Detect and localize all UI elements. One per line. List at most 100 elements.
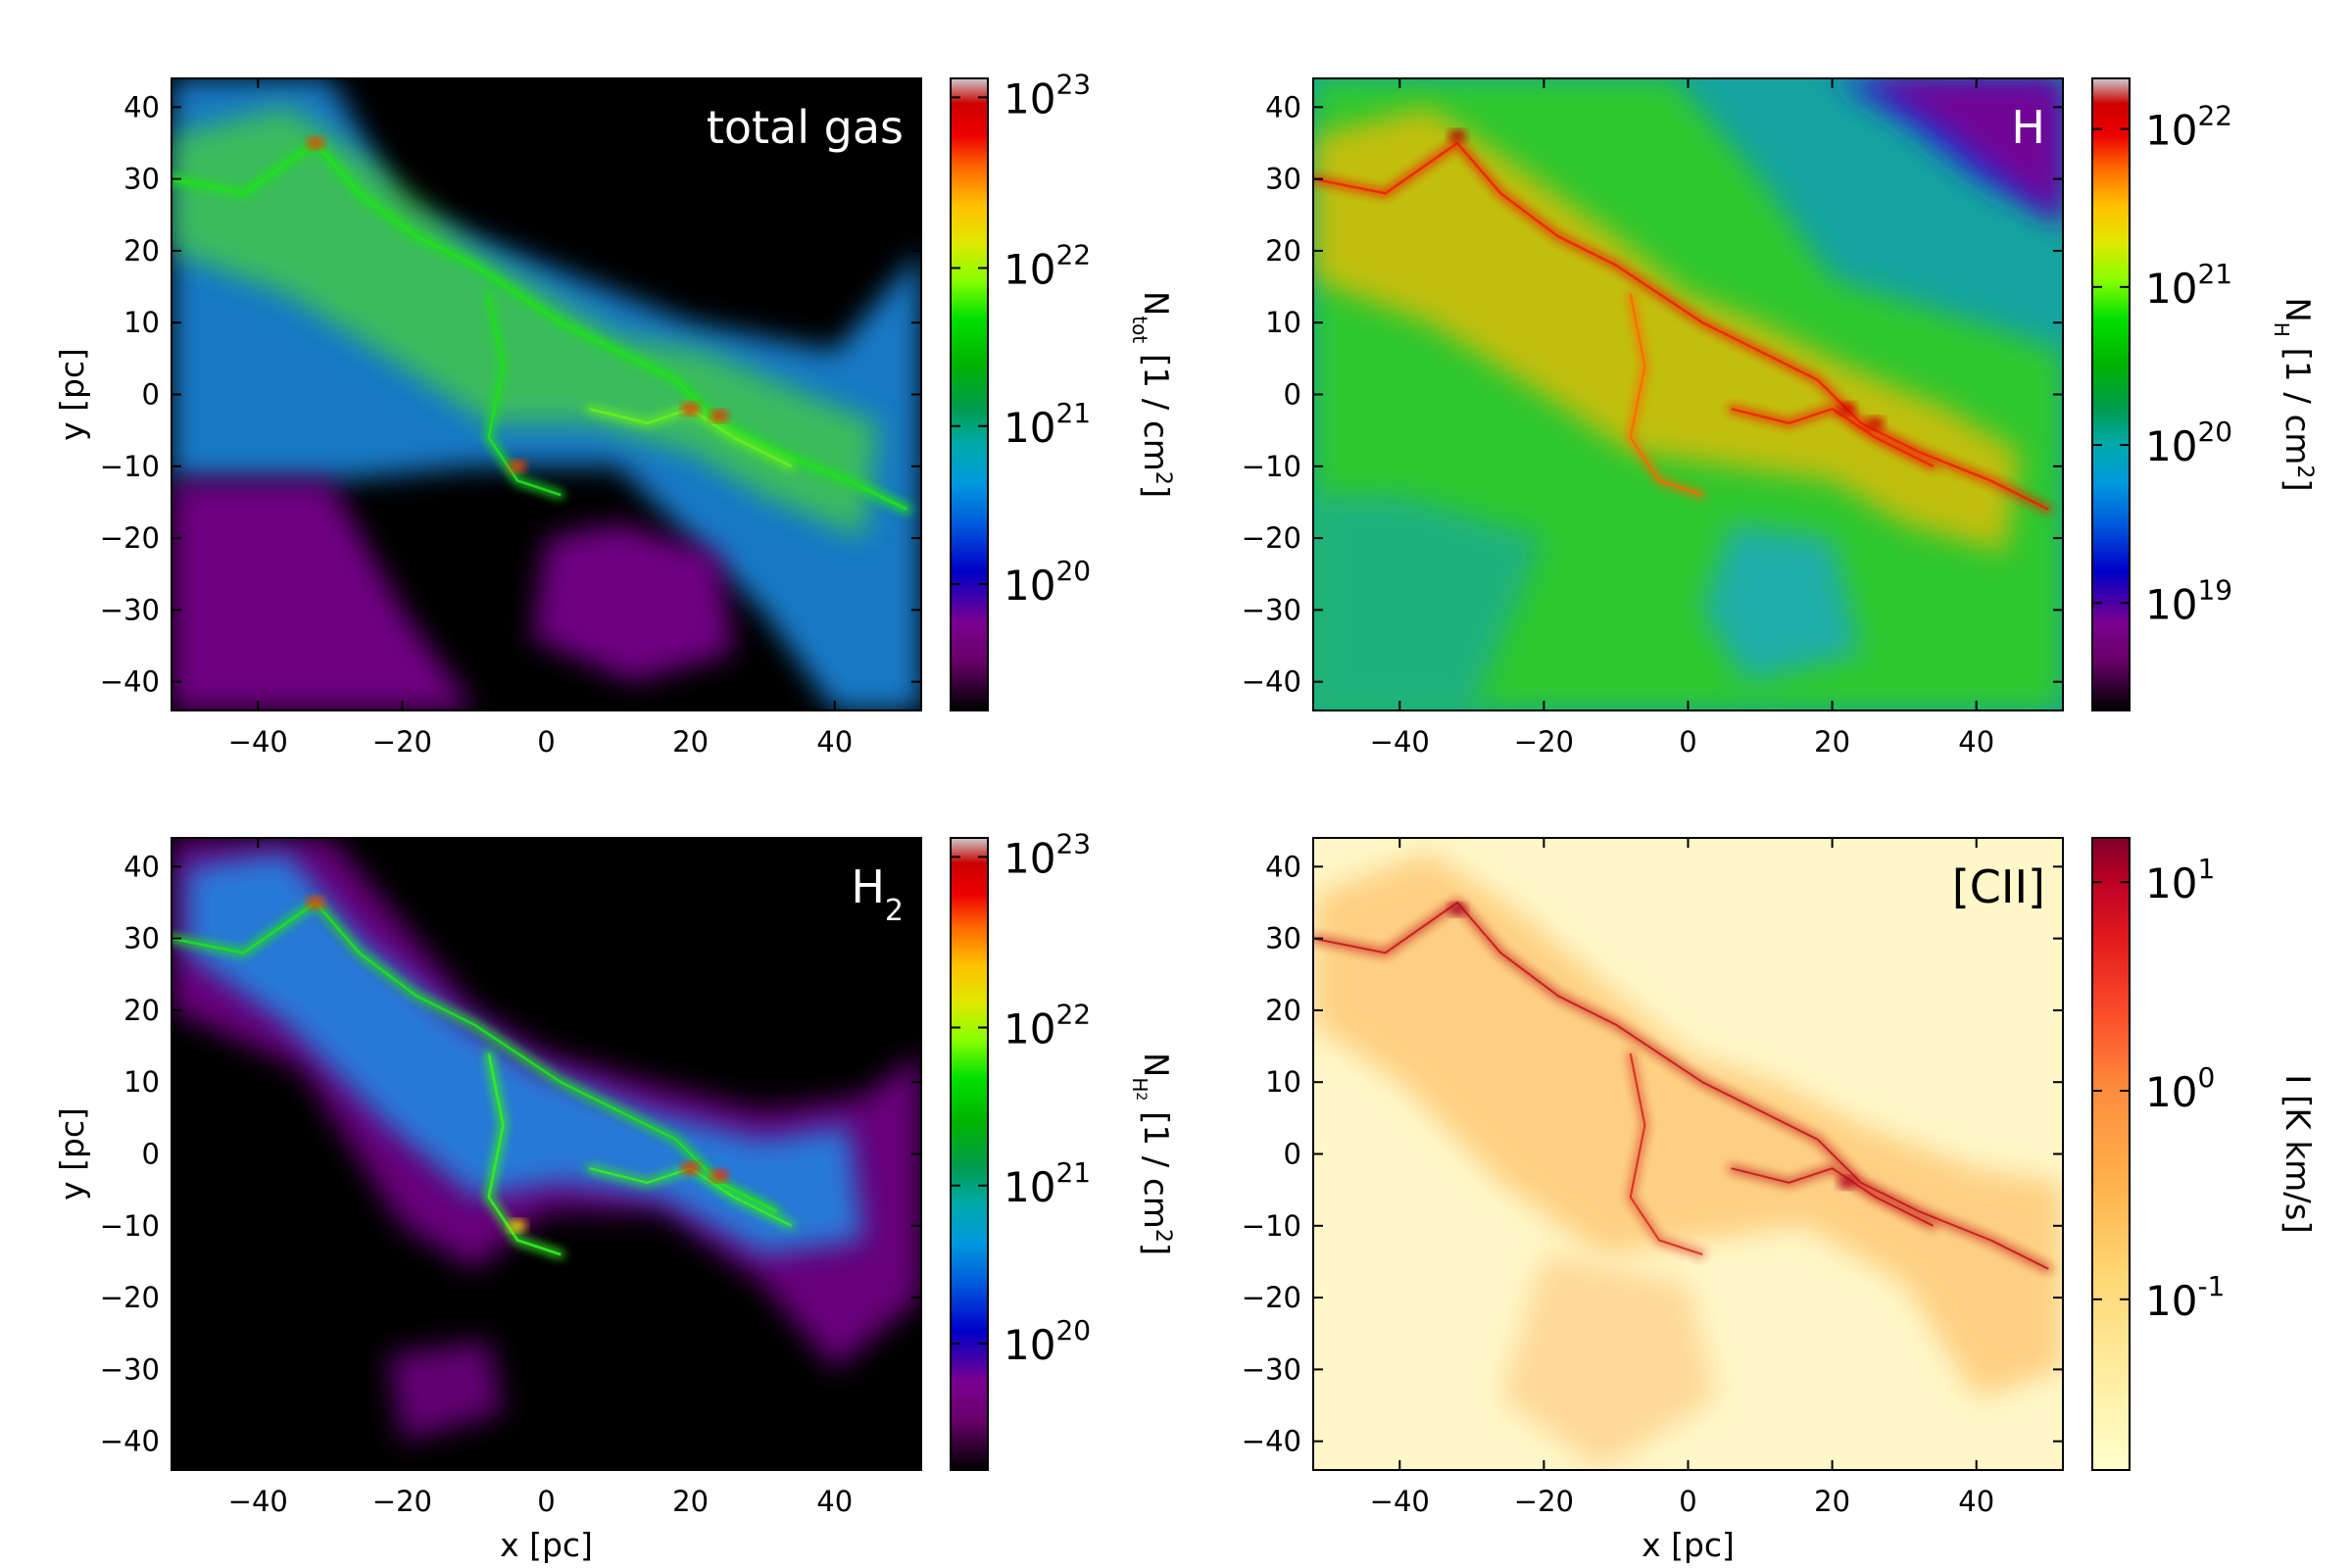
y-tick-label: −40 — [100, 665, 160, 699]
y-tick-label: 10 — [123, 306, 160, 339]
colorbar-tick-label: 10-1 — [2145, 1270, 2225, 1325]
dense-core — [1838, 1176, 1856, 1189]
colorbar-cii: 10-1 100 101 I [K km/s] — [2091, 837, 2317, 1471]
x-tick-label: −20 — [1514, 725, 1574, 759]
x-tick-label: 40 — [816, 725, 853, 759]
x-tick-label: 40 — [816, 1485, 853, 1518]
colorbar-tick-label: 1022 — [1004, 239, 1091, 294]
colorbar-tick-label: 100 — [2145, 1061, 2215, 1116]
colorbar-tick-label: 1022 — [1004, 999, 1091, 1054]
x-tick-label: 40 — [1958, 1485, 1994, 1518]
y-tick-label: 20 — [1265, 234, 1301, 268]
y-tick-label: −10 — [100, 450, 160, 483]
colorbar-tick-label: 1023 — [1004, 827, 1091, 882]
colorbar-gradient — [2091, 77, 2131, 711]
x-tick-label: −40 — [1370, 725, 1430, 759]
filament-core — [1731, 408, 1935, 467]
y-tick-label: 20 — [123, 234, 160, 268]
colorbar-tick-label: 1021 — [1004, 397, 1091, 452]
filament-core — [487, 1053, 562, 1256]
panel-cii: −40 −20 0 20 40 −40 −30 −20 −10 0 10 20 30 40 x [pc] [C… — [1242, 837, 2317, 1564]
colorbar-h2: 1020 1021 1022 1023 NH2 [1 / cm2] — [950, 827, 1176, 1471]
heatmap-h — [1313, 78, 2063, 710]
x-tick-label: 20 — [1814, 725, 1850, 759]
y-tick-label: 10 — [1265, 306, 1301, 339]
y-tick-label: 0 — [142, 1138, 160, 1171]
colorbar-tick-label: 1020 — [2145, 416, 2232, 470]
dense-core — [307, 136, 325, 149]
dense-core — [509, 460, 527, 472]
colorbar-gradient — [2091, 837, 2131, 1471]
filament-core — [172, 901, 778, 1213]
y-tick-label: −20 — [1242, 521, 1301, 555]
colorbar-h: 1019 1020 1021 1022 NH [1 / cm2] — [2091, 77, 2318, 711]
y-tick-label: 30 — [1265, 922, 1301, 956]
dense-core — [1448, 129, 1467, 142]
panel-title: total gas — [707, 101, 904, 154]
x-tick-label: −40 — [228, 1485, 288, 1518]
colorbar-tick-label: 1020 — [1004, 1314, 1091, 1369]
emission-region — [172, 480, 474, 710]
emission-region — [1861, 78, 2063, 222]
emission-region — [531, 523, 734, 682]
y-tick-label: −40 — [1242, 1425, 1301, 1458]
colorbar-label: NH [1 / cm2] — [2270, 297, 2318, 491]
y-tick-label: −30 — [1242, 1352, 1301, 1386]
y-tick-label: 20 — [1265, 994, 1301, 1027]
x-tick-label: −40 — [228, 725, 288, 759]
colorbar-tick-label: 1019 — [2145, 573, 2232, 628]
y-tick-label: −30 — [100, 1352, 160, 1386]
x-axis-label: x [pc] — [500, 1526, 593, 1564]
y-tick-label: 0 — [142, 378, 160, 412]
colorbar-tick-label: 1023 — [1004, 68, 1091, 122]
panel-title: H — [2011, 101, 2045, 154]
colorbar-tick-label: 101 — [2145, 853, 2215, 907]
colorbar-label: Ntot [1 / cm2] — [1128, 291, 1176, 498]
x-tick-label: −20 — [1514, 1485, 1574, 1518]
x-axis-label: x [pc] — [1642, 1526, 1735, 1564]
emission-region — [1313, 495, 1544, 710]
filament-core — [1313, 141, 2049, 511]
y-tick-label: 40 — [123, 850, 160, 883]
y-tick-label: −10 — [1242, 1209, 1301, 1243]
dense-core — [710, 1169, 729, 1182]
filament-core — [487, 293, 562, 497]
y-tick-label: −40 — [1242, 665, 1301, 699]
x-tick-label: −20 — [372, 725, 432, 759]
colorbar-label: NH2 [1 / cm2] — [1128, 1053, 1176, 1255]
emission-region — [1702, 523, 1861, 682]
dense-core — [681, 403, 700, 416]
colorbar-label: I [K km/s] — [2278, 1074, 2317, 1233]
x-tick-label: 0 — [537, 1485, 555, 1518]
colorbar-tick-label: 1020 — [1004, 555, 1091, 610]
filament-core — [1629, 293, 1703, 497]
x-tick-label: 0 — [1679, 725, 1696, 759]
filament-core — [1731, 1167, 1935, 1227]
colorbar-tick-label: 1021 — [1004, 1156, 1091, 1211]
x-tick-label: 0 — [1679, 1485, 1696, 1518]
x-tick-label: 20 — [1814, 1485, 1850, 1518]
dense-core — [307, 896, 325, 908]
y-tick-label: 40 — [1265, 850, 1301, 883]
filament-core — [1629, 1053, 1703, 1256]
heatmap-cii — [1313, 838, 2063, 1470]
y-tick-label: 0 — [1284, 1138, 1301, 1171]
panel-title: H2 — [851, 860, 904, 928]
y-tick-label: 20 — [123, 994, 160, 1027]
y-tick-label: 10 — [1265, 1065, 1301, 1099]
y-tick-label: 40 — [1265, 90, 1301, 123]
dense-core — [1866, 416, 1885, 429]
dense-core — [681, 1162, 700, 1175]
x-tick-label: 20 — [672, 725, 709, 759]
panel-title: [CII] — [1952, 860, 2045, 913]
emission-region — [1313, 107, 2020, 553]
y-tick-label: −10 — [1242, 450, 1301, 483]
heatmap-h2 — [172, 838, 921, 1470]
heatmap-total-gas — [172, 78, 921, 710]
emission-region — [1313, 852, 2063, 1398]
y-tick-label: −20 — [100, 1281, 160, 1314]
y-tick-label: 10 — [123, 1065, 160, 1099]
